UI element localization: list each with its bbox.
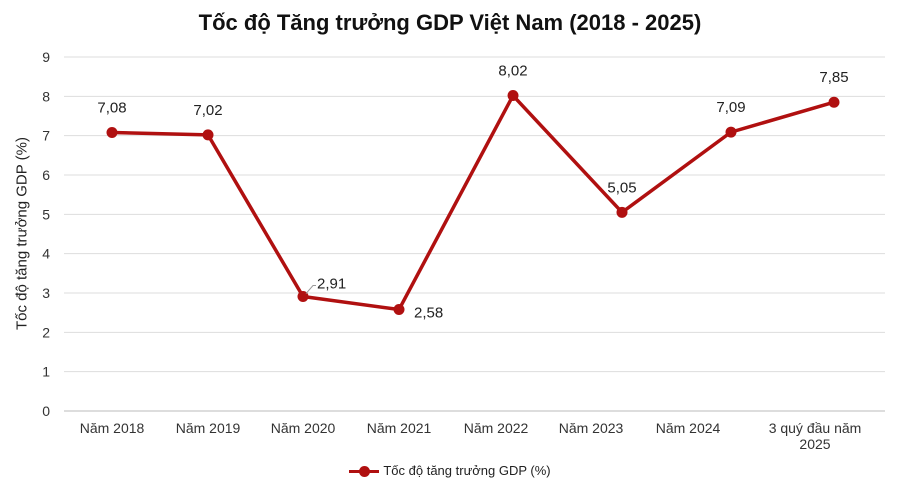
x-tick-label: Năm 2018 xyxy=(80,420,145,436)
legend: Tốc độ tăng trưởng GDP (%) xyxy=(0,463,900,478)
series-line xyxy=(111,93,835,312)
y-tick-label: 8 xyxy=(42,88,50,104)
y-tick-label: 2 xyxy=(42,324,50,340)
y-tick-label: 4 xyxy=(42,246,50,262)
y-tick-label: 7 xyxy=(42,128,50,144)
x-tick-label: Năm 2024 xyxy=(656,420,721,436)
data-point xyxy=(828,96,840,108)
legend-label: Tốc độ tăng trưởng GDP (%) xyxy=(383,463,551,478)
x-tick-label: 3 quý đầu năm 2025 xyxy=(769,420,862,452)
data-label: 7,09 xyxy=(716,99,745,116)
data-label: 5,05 xyxy=(607,179,636,196)
legend-swatch xyxy=(349,466,380,478)
data-point xyxy=(507,90,519,102)
data-label: 2,58 xyxy=(414,305,443,322)
y-tick-label: 1 xyxy=(42,364,50,380)
leader-line xyxy=(305,285,316,294)
data-label: 7,02 xyxy=(193,102,222,119)
data-point xyxy=(616,206,628,218)
data-point xyxy=(106,127,118,139)
x-tick-label: Năm 2019 xyxy=(176,420,241,436)
y-tick-label: 3 xyxy=(42,285,50,301)
x-tick-label: Năm 2022 xyxy=(464,420,529,436)
x-tick-label: Năm 2020 xyxy=(271,420,336,436)
x-tick-label: Năm 2021 xyxy=(367,420,432,436)
data-label: 2,91 xyxy=(317,276,346,293)
y-tick-label: 9 xyxy=(42,49,50,65)
data-point xyxy=(297,291,309,303)
y-tick-label: 6 xyxy=(42,167,50,183)
data-label: 8,02 xyxy=(498,63,527,80)
data-label: 7,85 xyxy=(819,69,848,86)
data-point xyxy=(202,129,214,141)
chart-title: Tốc độ Tăng trưởng GDP Việt Nam (2018 - … xyxy=(198,10,702,35)
y-tick-label: 0 xyxy=(42,403,50,419)
x-tick-label: Năm 2023 xyxy=(559,420,624,436)
y-tick-label: 5 xyxy=(42,206,50,222)
data-label: 7,08 xyxy=(97,100,126,117)
data-point xyxy=(393,304,405,316)
data-point xyxy=(725,126,737,138)
